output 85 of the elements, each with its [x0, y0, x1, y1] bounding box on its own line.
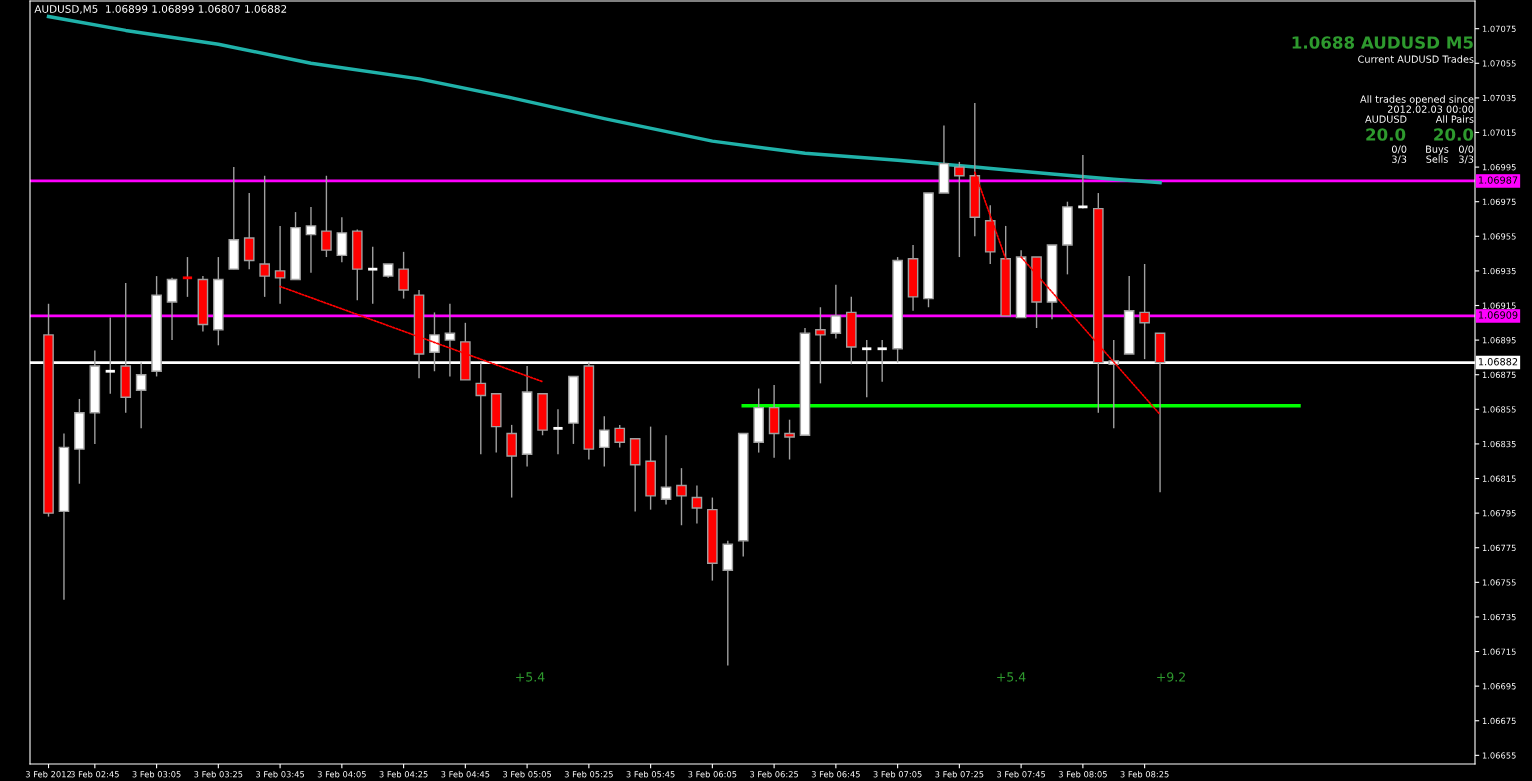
- candlestick: [598, 415, 610, 468]
- candlestick: [784, 419, 795, 461]
- annotation: 3/3: [1392, 155, 1407, 164]
- annotation: All Pairs: [1435, 115, 1474, 123]
- y-tick-label: 1.06915: [1482, 302, 1516, 309]
- candlestick: [691, 484, 703, 525]
- candlestick: [954, 161, 965, 258]
- candlestick: [243, 192, 255, 270]
- x-tick-label: 3 Feb 05:05: [503, 770, 552, 778]
- chart-title: AUDUSD,M5 1.06899 1.06899 1.06807 1.06882: [34, 5, 287, 14]
- x-tick-label: 3 Feb 02:45: [70, 770, 119, 778]
- annotation: +5.4: [997, 672, 1026, 682]
- annotation: 3/3: [1459, 155, 1474, 164]
- y-tick-label: 1.06695: [1482, 683, 1516, 690]
- x-tick-label: 3 Feb 06:25: [750, 770, 799, 778]
- annotation: 0/0: [1391, 145, 1407, 154]
- candlestick: [815, 306, 826, 385]
- x-tick-label: 3 Feb 07:45: [997, 770, 1046, 778]
- y-tick-label: 1.06835: [1482, 440, 1516, 448]
- x-tick-label: 3 Feb 05:25: [564, 770, 613, 778]
- candlestick: [1139, 263, 1150, 360]
- y-tick-label: 1.06895: [1482, 337, 1516, 344]
- candlestick: [506, 424, 517, 499]
- x-tick-label: 3 Feb 04:05: [317, 770, 366, 778]
- annotation: +5.4: [516, 672, 545, 682]
- x-tick-label: 3 Feb 08:05: [1058, 770, 1107, 778]
- candlestick: [398, 251, 409, 300]
- y-tick-label: 1.06815: [1482, 475, 1516, 482]
- annotation: 1.0688 AUDUSD M5: [1292, 36, 1473, 49]
- y-tick-label: 1.06855: [1482, 406, 1516, 413]
- y-tick-label: 1.07015: [1482, 129, 1516, 136]
- candlestick: [614, 424, 626, 449]
- annotation: Current AUDUSD Trades: [1358, 55, 1474, 63]
- candlestick: [259, 175, 270, 298]
- candlestick: [830, 284, 842, 340]
- y-tick-label: 1.06675: [1482, 717, 1516, 725]
- annotation: 20.0: [1366, 128, 1406, 141]
- y-tick-label: 1.06775: [1482, 544, 1516, 552]
- annotation: 0/0: [1458, 145, 1474, 154]
- candlestick: [676, 467, 687, 526]
- y-tick-label: 1.07055: [1482, 60, 1516, 67]
- y-tick-label: 1.07075: [1482, 25, 1516, 32]
- candlestick: [551, 408, 564, 455]
- x-tick-label: 3 Feb 03:05: [132, 770, 181, 778]
- annotation: 2012.02.03 00:00: [1387, 105, 1474, 113]
- ref-line-label: 1.06987: [1478, 176, 1518, 184]
- annotation: All trades opened since: [1360, 95, 1474, 105]
- annotation: Sells: [1426, 155, 1448, 163]
- candlestick: [305, 206, 317, 274]
- annotation: +9.2: [1157, 672, 1185, 682]
- annotation: AUDUSD: [1365, 115, 1407, 123]
- x-tick-label: 3 Feb 07:05: [873, 770, 922, 778]
- candlestick: [321, 175, 332, 258]
- y-tick-label: 1.06955: [1482, 233, 1516, 240]
- annotation: Buys: [1426, 145, 1449, 155]
- x-tick-label: 3 Feb 06:45: [811, 770, 860, 778]
- y-tick-label: 1.06735: [1482, 613, 1516, 621]
- x-tick-label: 3 Feb 06:05: [688, 770, 737, 778]
- ref-line-label: 1.06909: [1478, 311, 1518, 319]
- y-tick-label: 1.06715: [1482, 648, 1516, 655]
- y-tick-label: 1.06655: [1482, 752, 1516, 759]
- y-tick-label: 1.06755: [1482, 579, 1516, 586]
- x-tick-label: 3 Feb 03:45: [256, 770, 305, 778]
- x-tick-label: 3 Feb 04:45: [441, 770, 490, 778]
- y-tick-label: 1.06995: [1482, 164, 1516, 171]
- annotation: 20.0: [1434, 128, 1474, 141]
- candlestick: [181, 256, 194, 298]
- ref-line-label: 1.06882: [1478, 358, 1518, 366]
- candlestick: [660, 434, 672, 506]
- line-series: [46, 14, 1162, 185]
- y-tick-label: 1.06935: [1482, 267, 1516, 275]
- y-tick-label: 1.06975: [1482, 198, 1516, 205]
- x-tick-label: 3 Feb 08:25: [1120, 770, 1169, 778]
- x-tick-label: 3 Feb 07:25: [935, 770, 984, 778]
- candlestick: [166, 277, 178, 341]
- x-tick-label: 3 Feb 05:45: [626, 770, 675, 778]
- candlestick: [366, 245, 379, 305]
- y-tick-label: 1.06875: [1482, 371, 1516, 378]
- y-tick-label: 1.06795: [1482, 510, 1516, 517]
- x-tick-label: 3 Feb 2012: [25, 770, 71, 778]
- candlestick: [475, 361, 487, 455]
- x-tick-label: 3 Feb 03:25: [194, 770, 243, 778]
- y-tick-label: 1.07035: [1482, 94, 1516, 102]
- x-tick-label: 3 Feb 04:25: [379, 770, 428, 778]
- candlestick: [336, 216, 348, 263]
